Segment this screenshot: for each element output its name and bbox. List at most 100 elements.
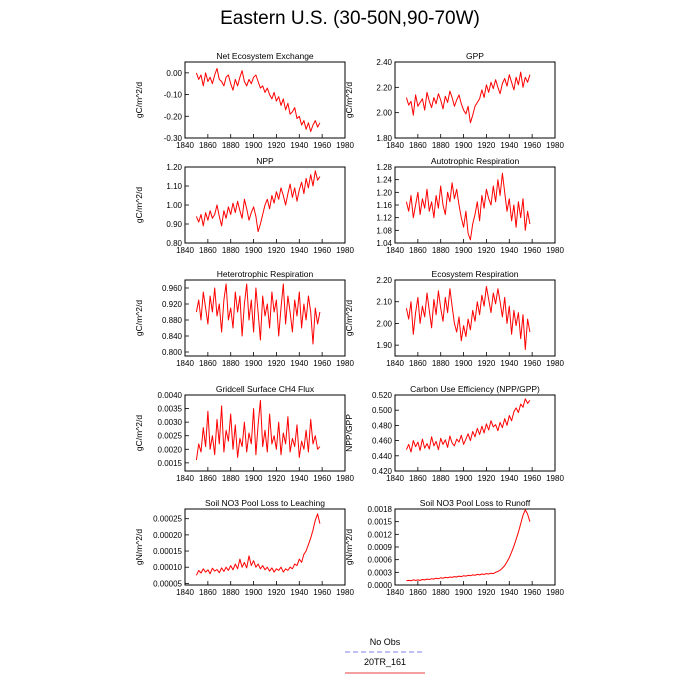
y-axis-label: gC/m^2/d xyxy=(134,415,144,451)
x-tick-label: 1900 xyxy=(455,474,473,483)
y-tick-label: 0.0000 xyxy=(368,581,393,590)
x-tick-label: 1880 xyxy=(222,246,240,255)
x-tick-label: 1900 xyxy=(455,588,473,597)
x-tick-label: 1960 xyxy=(313,359,331,368)
series-line-0 xyxy=(405,172,531,241)
x-tick-label: 1920 xyxy=(478,246,496,255)
x-tick-label: 1900 xyxy=(245,588,263,597)
y-tick-label: 0.440 xyxy=(372,452,393,461)
x-tick-label: 1900 xyxy=(245,246,263,255)
y-tick-label: 0.0009 xyxy=(368,543,393,552)
series-line-0 xyxy=(195,513,321,576)
x-tick-label: 1940 xyxy=(290,141,308,150)
y-tick-label: 0.80 xyxy=(166,239,182,248)
chart-panel-9: Soil NO3 Pool Loss to Runoff gN/m^2/d 1840… xyxy=(344,498,564,597)
plot-frame xyxy=(184,508,346,586)
legend-label-1: 20TR_161 xyxy=(364,657,406,667)
x-tick-label: 1840 xyxy=(176,246,194,255)
x-tick-label: 1940 xyxy=(290,474,308,483)
chart-panel-6: Gridcell Surface CH4 Flux gC/m^2/d 1840 186… xyxy=(134,384,354,483)
x-tick-label: 1860 xyxy=(409,588,427,597)
chart-panel-0: Net Ecosystem Exchange gC/m^2/d 1840 1860 18… xyxy=(134,51,354,150)
chart-panel-1: GPP gC/m^2/d 1840 1860 1880 1900 1920 1940 1960 1… xyxy=(344,51,564,150)
y-tick-label: 0.880 xyxy=(162,316,183,325)
y-axis-label: NPP/GPP xyxy=(344,414,354,452)
y-tick-label: -0.10 xyxy=(164,91,183,100)
y-tick-label: 1.08 xyxy=(376,226,392,235)
y-tick-label: 0.800 xyxy=(162,348,183,357)
y-axis-label: gC/m^2/d xyxy=(134,187,144,223)
y-tick-label: 2.10 xyxy=(376,298,392,307)
legend-label-0: No Obs xyxy=(370,637,401,647)
y-tick-label: 1.24 xyxy=(376,176,392,185)
x-tick-label: 1880 xyxy=(432,141,450,150)
series-line-0 xyxy=(195,283,321,345)
plot-frame xyxy=(394,61,556,139)
x-tick-label: 1940 xyxy=(500,359,518,368)
page-title: Eastern U.S. (30-50N,90-70W) xyxy=(220,8,480,29)
x-tick-label: 1900 xyxy=(245,359,263,368)
y-tick-label: 0.00 xyxy=(166,69,182,78)
series-line-0 xyxy=(195,399,321,461)
y-tick-label: 0.840 xyxy=(162,332,183,341)
x-tick-label: 1880 xyxy=(222,359,240,368)
panel-title: GPP xyxy=(466,51,484,61)
chart-panel-2: NPP gC/m^2/d 1840 1860 1880 1900 1920 1940 1960 1… xyxy=(134,156,354,255)
y-tick-label: 1.16 xyxy=(376,201,392,210)
x-tick-label: 1940 xyxy=(290,588,308,597)
y-tick-label: 2.20 xyxy=(376,83,392,92)
x-tick-label: 1980 xyxy=(336,359,354,368)
x-tick-label: 1940 xyxy=(500,474,518,483)
y-tick-label: 1.20 xyxy=(166,163,182,172)
y-tick-label: 0.0018 xyxy=(368,505,393,514)
x-tick-label: 1920 xyxy=(478,588,496,597)
plot-frame xyxy=(394,279,556,357)
y-tick-label: 0.0003 xyxy=(368,568,393,577)
x-tick-label: 1960 xyxy=(523,359,541,368)
x-tick-label: 1940 xyxy=(500,246,518,255)
x-tick-label: 1940 xyxy=(290,246,308,255)
x-tick-label: 1920 xyxy=(268,246,286,255)
legend: No Obs 20TR_161 xyxy=(345,637,425,674)
y-tick-label: 0.00005 xyxy=(153,579,182,588)
panel-title: Gridcell Surface CH4 Flux xyxy=(216,384,315,394)
y-tick-label: 1.12 xyxy=(376,214,392,223)
x-tick-label: 1920 xyxy=(268,474,286,483)
x-tick-label: 1860 xyxy=(199,141,217,150)
x-tick-label: 1960 xyxy=(313,246,331,255)
x-tick-label: 1840 xyxy=(386,141,404,150)
x-tick-label: 1980 xyxy=(336,588,354,597)
y-axis-label: gN/m^2/d xyxy=(134,529,144,565)
x-tick-label: 1900 xyxy=(455,246,473,255)
x-tick-label: 1960 xyxy=(523,474,541,483)
series-line-0 xyxy=(405,286,531,350)
chart-panel-3: Autotrophic Respiration 1840 1860 1880 1900 1… xyxy=(376,156,564,255)
x-tick-label: 1960 xyxy=(523,141,541,150)
x-tick-label: 1900 xyxy=(455,359,473,368)
x-tick-label: 1840 xyxy=(386,246,404,255)
y-axis-label: gN/m^2/d xyxy=(344,529,354,565)
y-tick-label: 0.00020 xyxy=(153,531,182,540)
panel-title: Heterotrophic Respiration xyxy=(217,269,314,279)
y-tick-label: 2.00 xyxy=(376,319,392,328)
panel-title: Soil NO3 Pool Loss to Leaching xyxy=(205,498,325,508)
x-tick-label: 1920 xyxy=(478,474,496,483)
y-tick-label: 1.10 xyxy=(166,182,182,191)
y-tick-label: 0.00015 xyxy=(153,547,182,556)
x-tick-label: 1980 xyxy=(546,246,564,255)
y-tick-label: 0.920 xyxy=(162,300,183,309)
x-tick-label: 1860 xyxy=(409,359,427,368)
y-tick-label: 0.0040 xyxy=(158,391,183,400)
x-tick-label: 1880 xyxy=(432,588,450,597)
y-tick-label: 1.20 xyxy=(376,188,392,197)
plot-frame xyxy=(184,279,346,357)
x-tick-label: 1880 xyxy=(432,246,450,255)
chart-panel-5: Ecosystem Respiration gC/m^2/d 1840 1860 188… xyxy=(344,269,564,368)
x-tick-label: 1920 xyxy=(268,141,286,150)
panel-title: Carbon Use Efficiency (NPP/GPP) xyxy=(410,384,540,394)
chart-panel-7: Carbon Use Efficiency (NPP/GPP) NPP/GPP 18… xyxy=(344,384,564,483)
y-tick-label: 0.00010 xyxy=(153,563,182,572)
plot-frame xyxy=(394,394,556,472)
plot-frame xyxy=(394,508,556,586)
x-tick-label: 1860 xyxy=(409,474,427,483)
